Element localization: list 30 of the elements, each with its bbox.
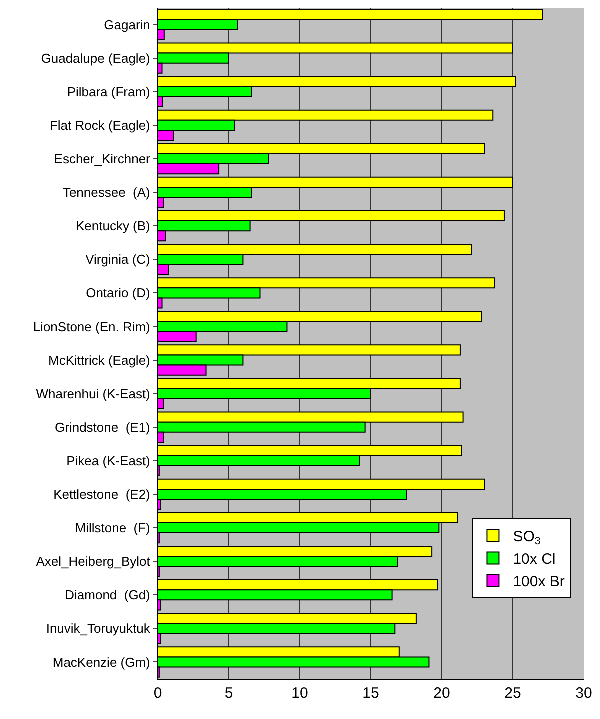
y-tick-label: Escher_Kirchner <box>54 152 152 167</box>
x-tick-label: 20 <box>434 685 450 702</box>
y-tick-label: Kettlestone (E2) <box>54 487 150 502</box>
y-tick-label: McKittrick (Eagle) <box>48 352 150 368</box>
y-tick-label: Tennessee (A) <box>62 185 150 200</box>
x-tick-label: 25 <box>504 685 522 702</box>
legend-label: 10x Cl <box>513 551 556 568</box>
y-tick-label: Axel_Heiberg_Bylot <box>36 554 151 570</box>
legend-label: SO$_{3}$ <box>513 528 541 548</box>
y-tick-label: Flat Rock (Eagle) <box>50 118 150 133</box>
x-tick-label: 0 <box>154 685 162 702</box>
y-tick-label: Diamond (Gd) <box>65 588 150 603</box>
y-tick-label: MacKenzie (Gm) <box>52 654 150 670</box>
x-tick-label: 30 <box>576 685 592 702</box>
y-tick-label: Ontario (D) <box>86 286 150 301</box>
y-tick-label: Inuvik_Toruyuktuk <box>46 621 151 636</box>
x-tick-label: 15 <box>362 685 380 702</box>
y-tick-label: Millstone (F) <box>75 520 150 536</box>
y-tick-label: Guadalupe (Eagle) <box>41 50 150 66</box>
y-tick-label: Gagarin <box>104 17 150 32</box>
y-tick-label: Wharenhui (K-East) <box>36 386 150 402</box>
y-tick-label: Pilbara (Fram) <box>67 84 150 100</box>
y-tick-label: Pikea (K-East) <box>66 453 150 468</box>
x-tick-label: 5 <box>224 685 234 702</box>
y-tick-label: Kentucky (B) <box>76 218 150 234</box>
y-tick-label: LionStone (En. Rim) <box>33 319 150 334</box>
legend-label: 100x Br <box>513 574 565 591</box>
y-tick-label: Grindstone (E1) <box>55 420 150 435</box>
x-tick-label: 10 <box>292 685 308 702</box>
y-tick-label: Virginia (C) <box>86 252 150 268</box>
